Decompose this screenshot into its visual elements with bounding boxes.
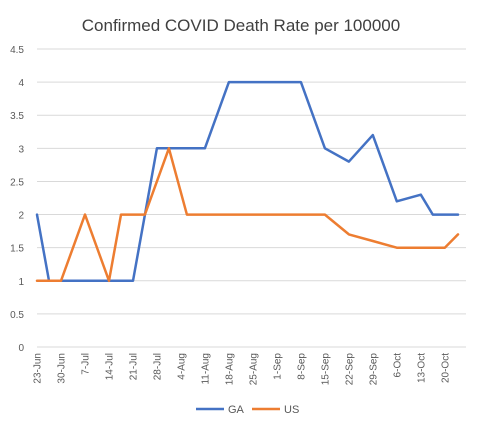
x-tick-label: 25-Aug — [248, 353, 259, 385]
series-line-us — [35, 147, 460, 283]
x-tick-label: 15-Sep — [320, 353, 331, 386]
x-tick-label: 11-Aug — [200, 353, 211, 385]
legend: GA US — [196, 404, 299, 416]
legend-label-us: US — [284, 404, 299, 416]
chart-title: Confirmed COVID Death Rate per 100000 — [82, 16, 400, 35]
y-tick-label: 1.5 — [10, 244, 24, 255]
y-tick-label: 1 — [18, 277, 24, 288]
x-tick-label: 23-Jun — [33, 353, 44, 384]
y-tick-label: 3 — [18, 144, 24, 155]
x-tick-label: 18-Aug — [224, 353, 235, 385]
legend-label-ga: GA — [228, 404, 245, 416]
series-line-ga — [35, 80, 460, 283]
x-tick-label: 29-Sep — [368, 353, 379, 386]
x-tick-label: 13-Oct — [416, 353, 427, 383]
x-tick-label: 28-Jul — [152, 353, 163, 380]
x-tick-label: 22-Sep — [344, 353, 355, 386]
x-tick-label: 14-Jul — [104, 353, 115, 380]
x-tick-label: 7-Jul — [80, 353, 91, 375]
y-tick-label: 3.5 — [10, 111, 24, 122]
x-tick-label: 8-Sep — [296, 353, 307, 380]
x-tick-label: 4-Aug — [176, 353, 187, 380]
y-tick-label: 2 — [18, 211, 24, 222]
x-tick-label: 1-Sep — [272, 353, 283, 380]
x-tick-label: 20-Oct — [440, 353, 451, 383]
x-tick-label: 21-Jul — [128, 353, 139, 380]
y-tick-label: 4 — [18, 78, 24, 89]
gridlines — [37, 48, 466, 348]
y-tick-label: 4.5 — [10, 45, 24, 56]
x-axis-ticks: 23-Jun 30-Jun 7-Jul 14-Jul 21-Jul 28-Jul 4-Aug… — [33, 353, 452, 386]
y-tick-label: 2.5 — [10, 177, 24, 188]
y-tick-label: 0 — [18, 343, 24, 354]
x-tick-label: 30-Jun — [56, 353, 67, 384]
y-axis-ticks: 0 0.5 1 1.5 2 2.5 3 3.5 4 4.5 — [10, 45, 24, 354]
series-lines — [35, 80, 460, 283]
x-tick-label: 6-Oct — [392, 353, 403, 378]
y-tick-label: 0.5 — [10, 310, 24, 321]
